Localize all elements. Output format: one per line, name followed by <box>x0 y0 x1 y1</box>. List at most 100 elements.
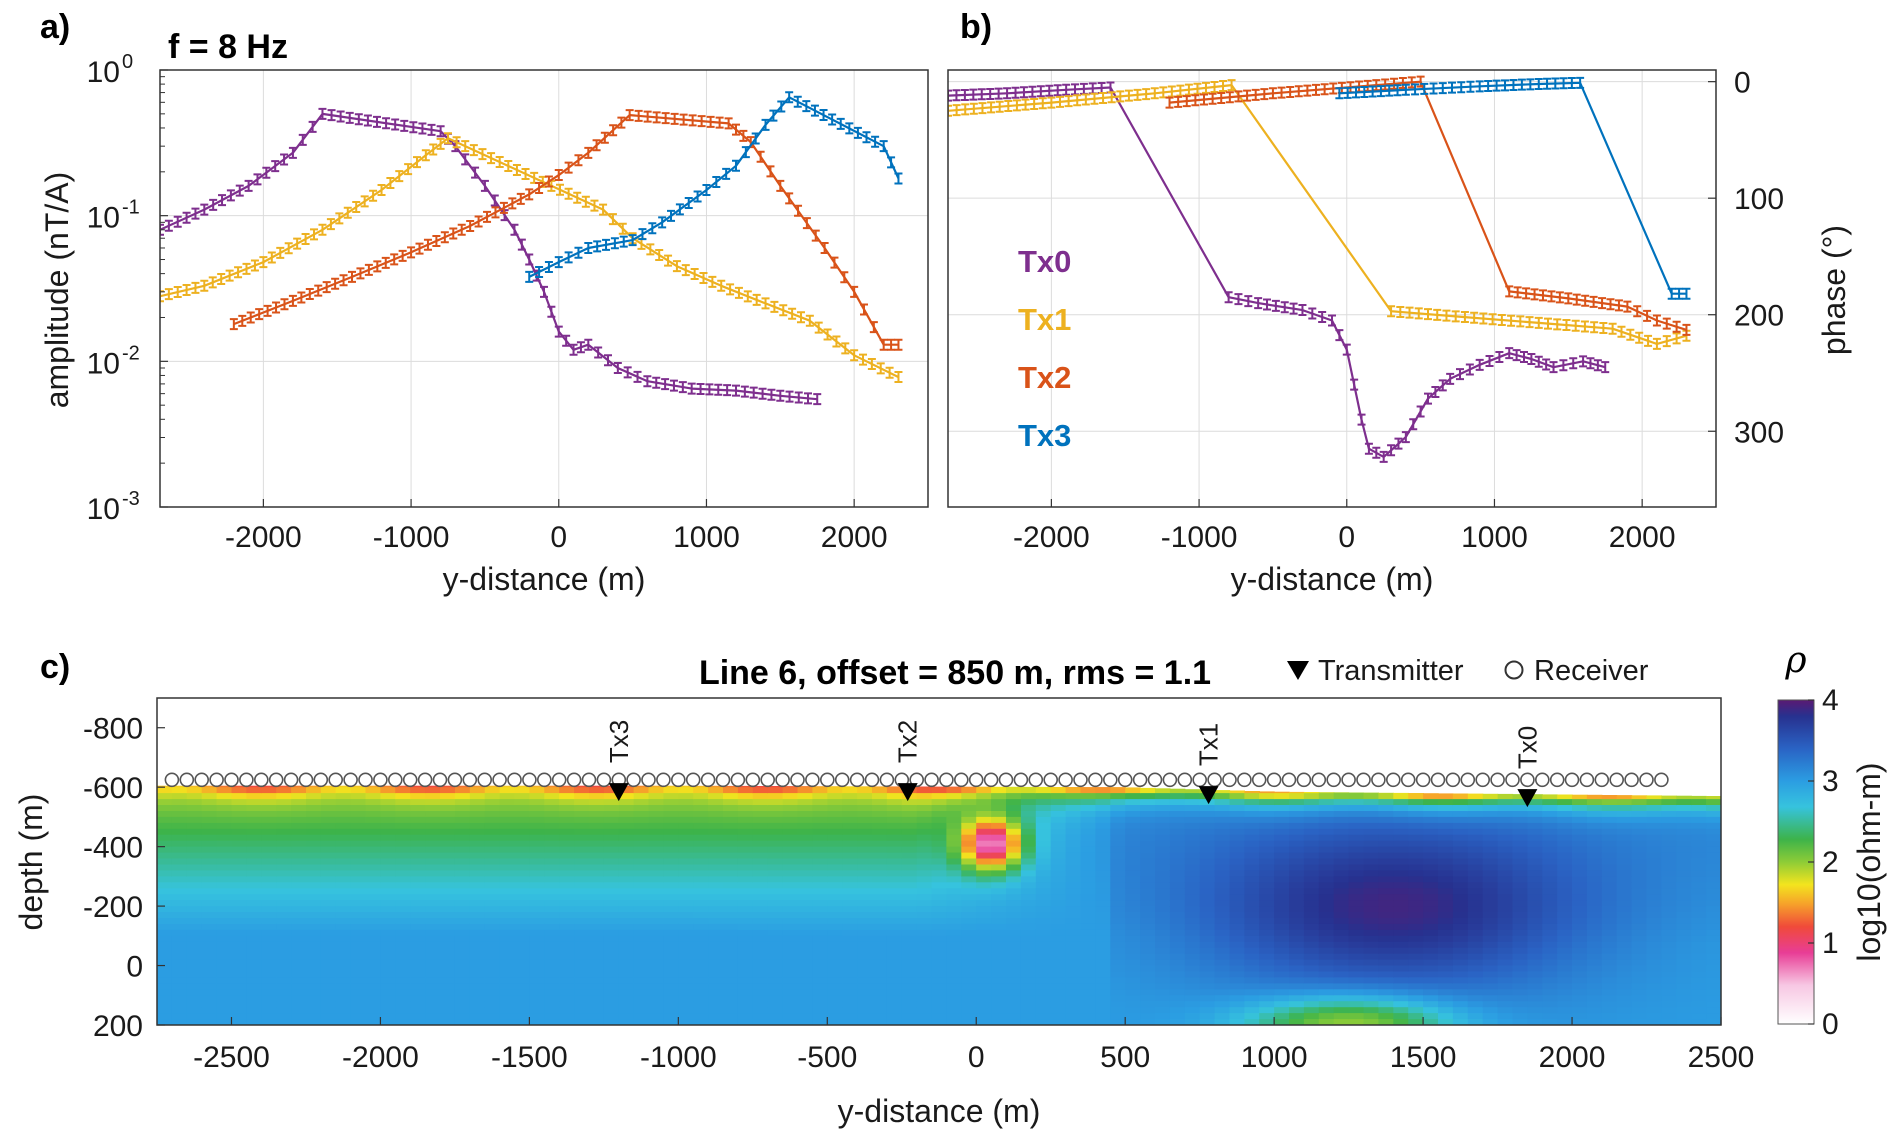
model-cell <box>857 953 873 961</box>
model-cell <box>1140 935 1156 943</box>
model-cell <box>916 906 933 913</box>
model-cell <box>1452 799 1469 806</box>
model-cell <box>380 811 396 818</box>
model-cell <box>1184 977 1201 984</box>
model-cell <box>1006 852 1022 860</box>
model-cell <box>693 876 709 883</box>
model-cell <box>1557 923 1573 931</box>
model-cell <box>1438 983 1454 990</box>
model-cell <box>1274 876 1290 883</box>
model-cell <box>1155 923 1171 931</box>
model-cell <box>544 822 560 830</box>
model-cell <box>454 787 471 794</box>
model-cell <box>380 787 396 794</box>
data-point-tx2 <box>457 223 466 236</box>
model-cell <box>976 912 992 919</box>
model-cell <box>350 1001 367 1008</box>
model-cell <box>946 805 962 812</box>
model-cell <box>872 834 888 842</box>
model-cell <box>425 959 441 967</box>
x-tick-label: 1000 <box>673 521 740 554</box>
model-cell <box>976 805 992 812</box>
model-cell <box>916 900 933 907</box>
model-cell <box>320 912 337 919</box>
model-cell <box>499 828 516 836</box>
model-cell <box>1631 929 1648 937</box>
data-point-tx1 <box>1635 331 1644 344</box>
model-cell <box>1259 1001 1275 1008</box>
model-cell <box>544 882 560 889</box>
model-cell <box>1348 882 1365 889</box>
model-cell <box>1020 822 1037 830</box>
model-cell <box>1155 834 1171 842</box>
model-cell <box>589 983 605 990</box>
data-point-tx0 <box>1224 291 1233 304</box>
model-cell <box>1035 876 1052 883</box>
panel-b-frame <box>947 69 1717 508</box>
model-cell <box>1020 1007 1037 1014</box>
model-cell <box>1423 1013 1439 1020</box>
data-point-tx1 <box>1090 92 1099 105</box>
model-cell <box>1616 912 1633 919</box>
model-cell <box>842 822 858 830</box>
data-point-tx3 <box>584 241 593 254</box>
model-cell <box>1691 852 1707 860</box>
model-cell <box>976 787 992 794</box>
model-cell <box>499 840 516 848</box>
model-cell <box>380 870 396 877</box>
model-cell <box>425 852 441 860</box>
model-cell <box>1572 1019 1588 1025</box>
model-cell <box>663 953 679 961</box>
model-cell <box>1616 864 1633 871</box>
data-point-tx2 <box>1623 300 1632 313</box>
model-cell <box>827 1013 843 1020</box>
model-cell <box>1125 953 1141 961</box>
model-cell <box>186 822 203 830</box>
model-cell <box>1497 947 1514 955</box>
model-cell <box>246 941 262 949</box>
model-cell <box>857 995 873 1002</box>
model-cell <box>663 834 679 842</box>
model-cell <box>991 787 1007 794</box>
model-cell <box>678 971 694 978</box>
model-cell <box>1616 795 1633 800</box>
model-cell <box>1527 935 1543 943</box>
model-cell <box>1125 977 1141 984</box>
data-point-tx0 <box>661 378 670 391</box>
model-cell <box>306 929 322 937</box>
model-cell <box>678 941 694 949</box>
model-cell <box>291 906 307 913</box>
model-cell <box>663 894 679 901</box>
receiver-marker <box>507 772 522 788</box>
model-cell <box>1393 852 1409 860</box>
model-cell <box>648 965 664 972</box>
model-cell <box>1333 935 1350 943</box>
model-cell <box>454 1007 471 1014</box>
model-cell <box>1229 805 1245 812</box>
model-cell <box>1497 858 1514 865</box>
model-cell <box>261 805 277 812</box>
data-point-tx3 <box>554 256 563 269</box>
model-cell <box>1125 876 1141 883</box>
data-point-tx3 <box>741 146 750 159</box>
model-cell <box>1497 989 1514 996</box>
model-cell <box>1616 1001 1633 1008</box>
receiver-marker <box>700 772 716 788</box>
model-cell <box>1497 1013 1514 1020</box>
data-point-tx3 <box>853 126 862 139</box>
model-cell <box>335 995 352 1002</box>
model-cell <box>1601 795 1618 800</box>
data-point-tx1 <box>1470 311 1479 324</box>
model-cell <box>1527 876 1543 883</box>
model-cell <box>916 1019 933 1025</box>
model-cell <box>1497 840 1514 848</box>
model-cell <box>767 846 784 854</box>
model-cell <box>1512 834 1528 842</box>
model-cell <box>1095 822 1111 830</box>
model-cell <box>1155 941 1171 949</box>
model-cell <box>1512 811 1528 818</box>
data-point-tx1 <box>429 143 438 156</box>
model-cell <box>678 799 694 806</box>
model-cell <box>1557 947 1573 955</box>
model-cell <box>186 840 203 848</box>
